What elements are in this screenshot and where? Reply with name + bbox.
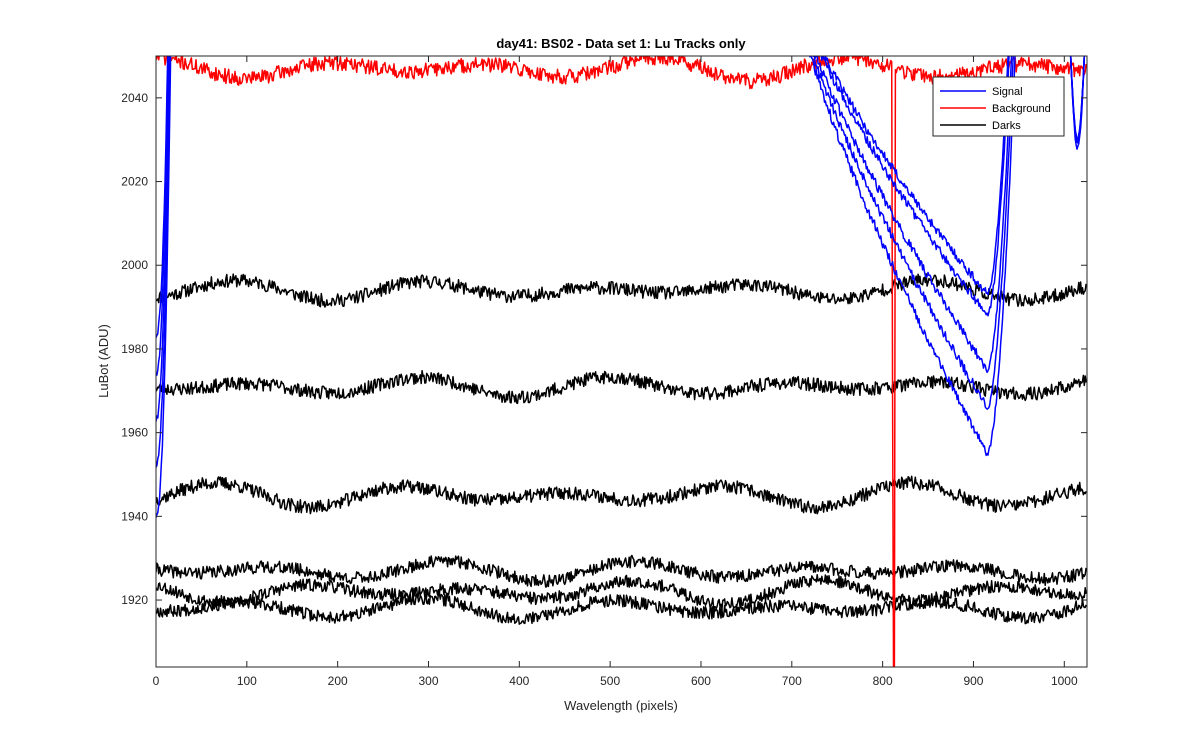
series-line-signal-10	[156, 56, 1086, 410]
y-tick-label: 2020	[121, 175, 148, 189]
x-tick-label: 500	[600, 674, 620, 688]
x-tick-label: 400	[509, 674, 529, 688]
legend: Signal Background Darks	[932, 76, 1065, 137]
series-line-signal-8	[156, 56, 1086, 518]
series-line-background-6	[156, 56, 1087, 667]
series-line-darks-2	[156, 475, 1087, 515]
chart-title: day41: BS02 - Data set 1: Lu Tracks only	[496, 36, 746, 51]
plot-area	[156, 56, 1087, 667]
legend-box	[932, 76, 1065, 137]
x-tick-label: 700	[782, 674, 802, 688]
series-line-darks-1	[156, 369, 1087, 405]
y-tick-label: 2040	[121, 91, 148, 105]
x-tick-label: 1000	[1051, 674, 1078, 688]
x-tick-label: 900	[963, 674, 983, 688]
y-tick-label: 2000	[121, 258, 148, 272]
series-layer	[156, 56, 1087, 667]
x-tick-label: 200	[328, 674, 348, 688]
series-line-signal-11	[156, 56, 1085, 457]
y-axis-label: LuBot (ADU)	[96, 324, 111, 398]
legend-label-darks: Darks	[992, 120, 1021, 132]
x-tick-label: 800	[873, 674, 893, 688]
legend-label-signal: Signal	[992, 86, 1023, 98]
x-tick-label: 0	[153, 674, 160, 688]
y-tick-label: 1980	[121, 342, 148, 356]
x-tick-label: 600	[691, 674, 711, 688]
series-line-darks-5	[156, 592, 1087, 625]
series-line-darks-4	[156, 573, 1087, 611]
y-tick-label: 1960	[121, 426, 148, 440]
series-line-darks-3	[156, 554, 1087, 588]
series-line-signal-7	[156, 56, 1086, 468]
y-tick-label: 1940	[121, 509, 148, 523]
plot-frame	[155, 55, 1088, 668]
y-tick-label: 1920	[121, 593, 148, 607]
x-tick-label: 300	[418, 674, 438, 688]
x-axis-label: Wavelength (pixels)	[564, 698, 678, 713]
y-axis-ticks: 1920 1940 1960 1980 2000 2020 2040	[121, 91, 1087, 607]
legend-label-background: Background	[992, 103, 1051, 115]
x-axis-ticks: 0 100 200 300 400 500 600 700 800 900 1000	[153, 56, 1078, 688]
x-tick-label: 100	[237, 674, 257, 688]
series-line-signal-9	[156, 56, 1086, 422]
